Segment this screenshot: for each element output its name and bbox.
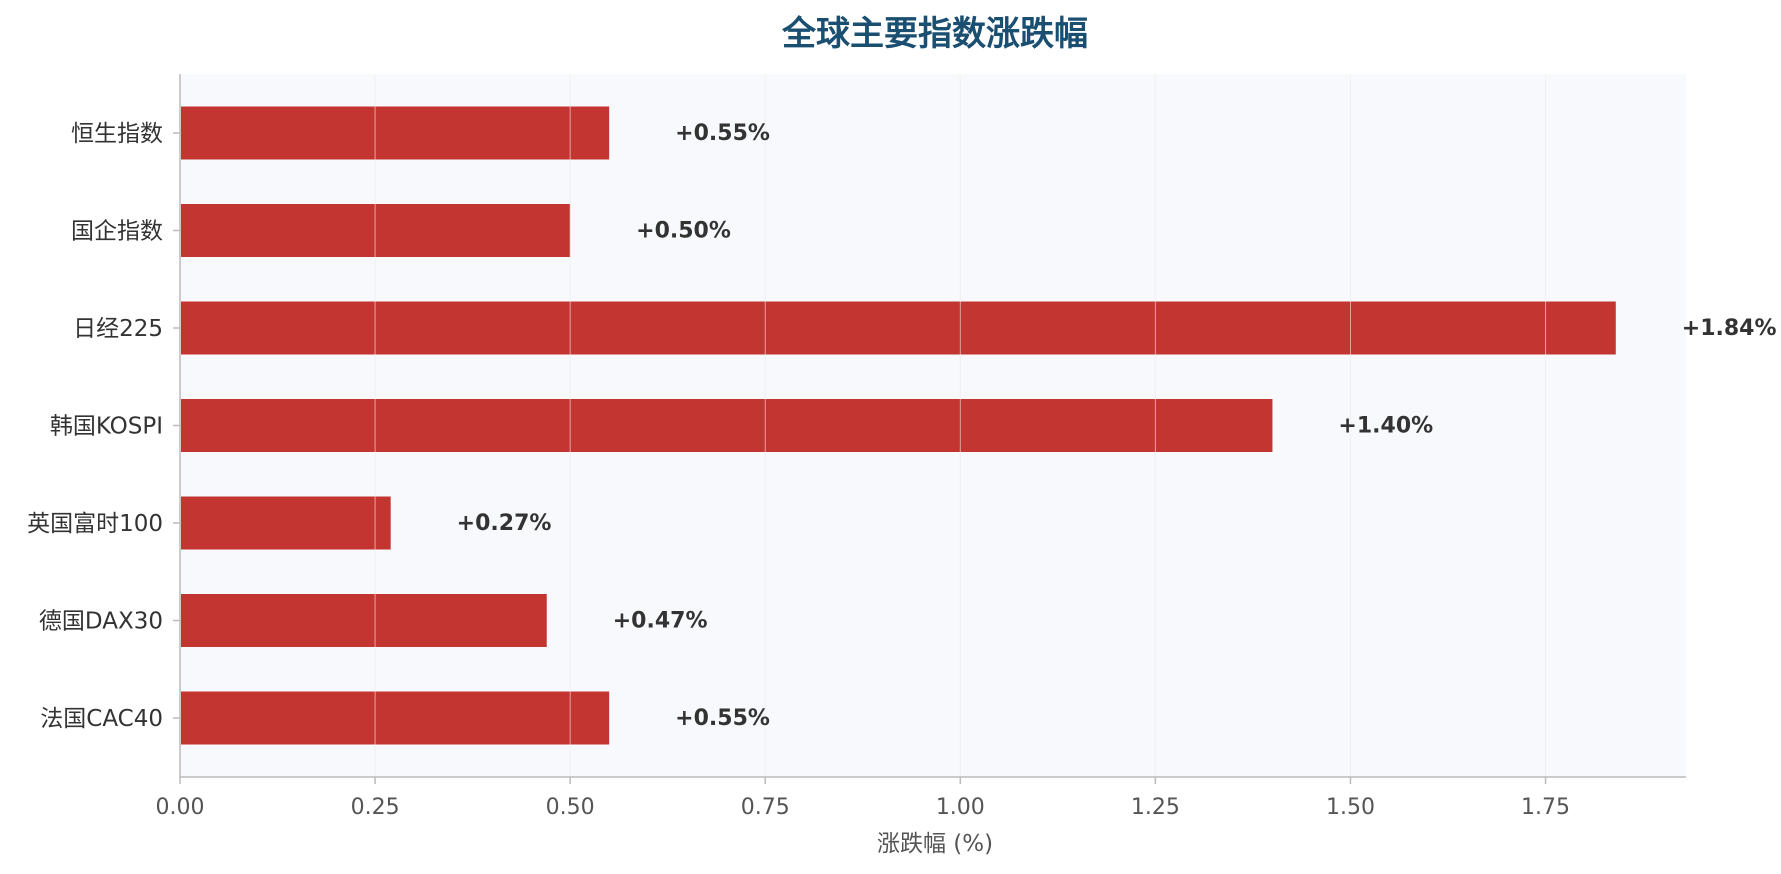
bar-value-label: +1.40% — [1338, 414, 1433, 439]
bar — [181, 106, 610, 160]
x-tick-label: 0.00 — [156, 795, 205, 820]
x-tick-label: 0.50 — [546, 795, 595, 820]
x-tick-label: 0.25 — [351, 795, 400, 820]
value-labels: +0.55% +0.50% +1.84% +1.40% +0.27% +0.47% +0.5… — [457, 121, 1777, 731]
bar-value-label: +0.55% — [675, 706, 770, 731]
y-category-label: 法国CAC40 — [40, 706, 163, 732]
bar-value-label: +0.50% — [636, 219, 731, 244]
y-category-label: 韩国KOSPI — [50, 414, 163, 440]
bar — [181, 594, 547, 647]
bar — [181, 301, 1616, 355]
bar-value-label: +0.55% — [675, 121, 770, 146]
x-tick-label: 1.25 — [1131, 795, 1180, 820]
bar-value-label: +1.84% — [1682, 316, 1777, 341]
chart-title: 全球主要指数涨跌幅 — [781, 14, 1088, 54]
x-tick-labels: 0.00 0.25 0.50 0.75 1.00 1.25 1.50 1.75 — [156, 795, 1571, 820]
y-category-label: 恒生指数 — [71, 121, 163, 147]
x-axis-label: 涨跌幅 (%) — [877, 831, 993, 857]
y-category-label: 英国富时100 — [27, 511, 163, 537]
axes — [173, 74, 1686, 784]
x-tick-label: 1.00 — [936, 795, 985, 820]
bar — [181, 399, 1273, 452]
bar — [181, 496, 391, 550]
grid-lines-over-bars — [374, 74, 1547, 777]
y-category-label: 日经225 — [73, 316, 163, 342]
x-tick-label: 1.75 — [1521, 795, 1570, 820]
y-category-label: 德国DAX30 — [39, 609, 163, 635]
bar-value-label: +0.47% — [613, 609, 708, 634]
x-tick-label: 0.75 — [741, 795, 790, 820]
bars — [181, 106, 1616, 745]
bar-value-label: +0.27% — [457, 511, 552, 536]
x-tick-label: 1.50 — [1326, 795, 1375, 820]
y-category-label: 国企指数 — [71, 219, 163, 245]
bar — [181, 691, 610, 745]
